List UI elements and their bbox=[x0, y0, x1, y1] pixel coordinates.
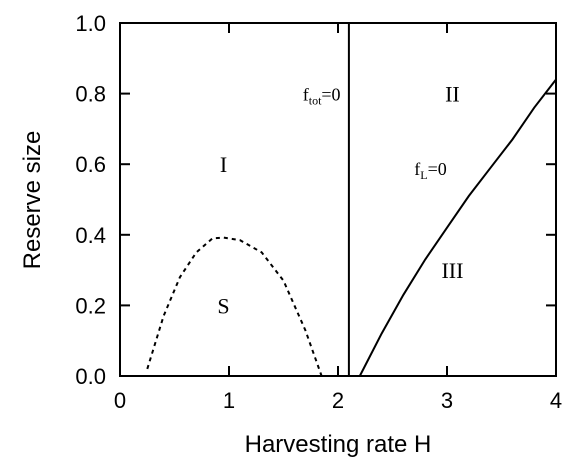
f-l-zero-curve bbox=[358, 78, 557, 377]
y-tick-label: 0.2 bbox=[75, 293, 106, 318]
y-tick-label: 0.0 bbox=[75, 364, 106, 389]
y-tick-label: 0.8 bbox=[75, 82, 106, 107]
x-tick-labels: 0 1 2 3 4 bbox=[114, 388, 562, 413]
curve-labels: ftot=0 fL=0 bbox=[303, 85, 447, 182]
y-tick-label: 1.0 bbox=[75, 11, 106, 36]
x-axis-title: Harvesting rate H bbox=[245, 431, 432, 457]
x-tick-label: 2 bbox=[332, 388, 344, 413]
stability-boundary-curve bbox=[146, 236, 323, 377]
x-tick-label: 4 bbox=[550, 388, 562, 413]
x-tick-label: 3 bbox=[441, 388, 453, 413]
plot-frame bbox=[119, 22, 557, 377]
region-label-ii: II bbox=[445, 82, 460, 107]
curve-label-f-l-zero-curve: fL=0 bbox=[414, 159, 447, 182]
curve-label-f-tot-zero-line: ftot=0 bbox=[303, 85, 341, 108]
region-label-iii: III bbox=[441, 258, 463, 283]
y-tick-label: 0.4 bbox=[75, 223, 106, 248]
region-label-s: S bbox=[217, 293, 229, 318]
region-label-i: I bbox=[220, 152, 227, 177]
y-axis-title: Reserve size bbox=[19, 131, 46, 270]
y-tick-label: 0.6 bbox=[75, 152, 106, 177]
ticks bbox=[119, 22, 557, 377]
y-tick-labels: 0.0 0.2 0.4 0.6 0.8 1.0 bbox=[75, 11, 106, 389]
x-tick-label: 0 bbox=[114, 388, 126, 413]
curves bbox=[146, 23, 557, 377]
x-tick-label: 1 bbox=[223, 388, 235, 413]
